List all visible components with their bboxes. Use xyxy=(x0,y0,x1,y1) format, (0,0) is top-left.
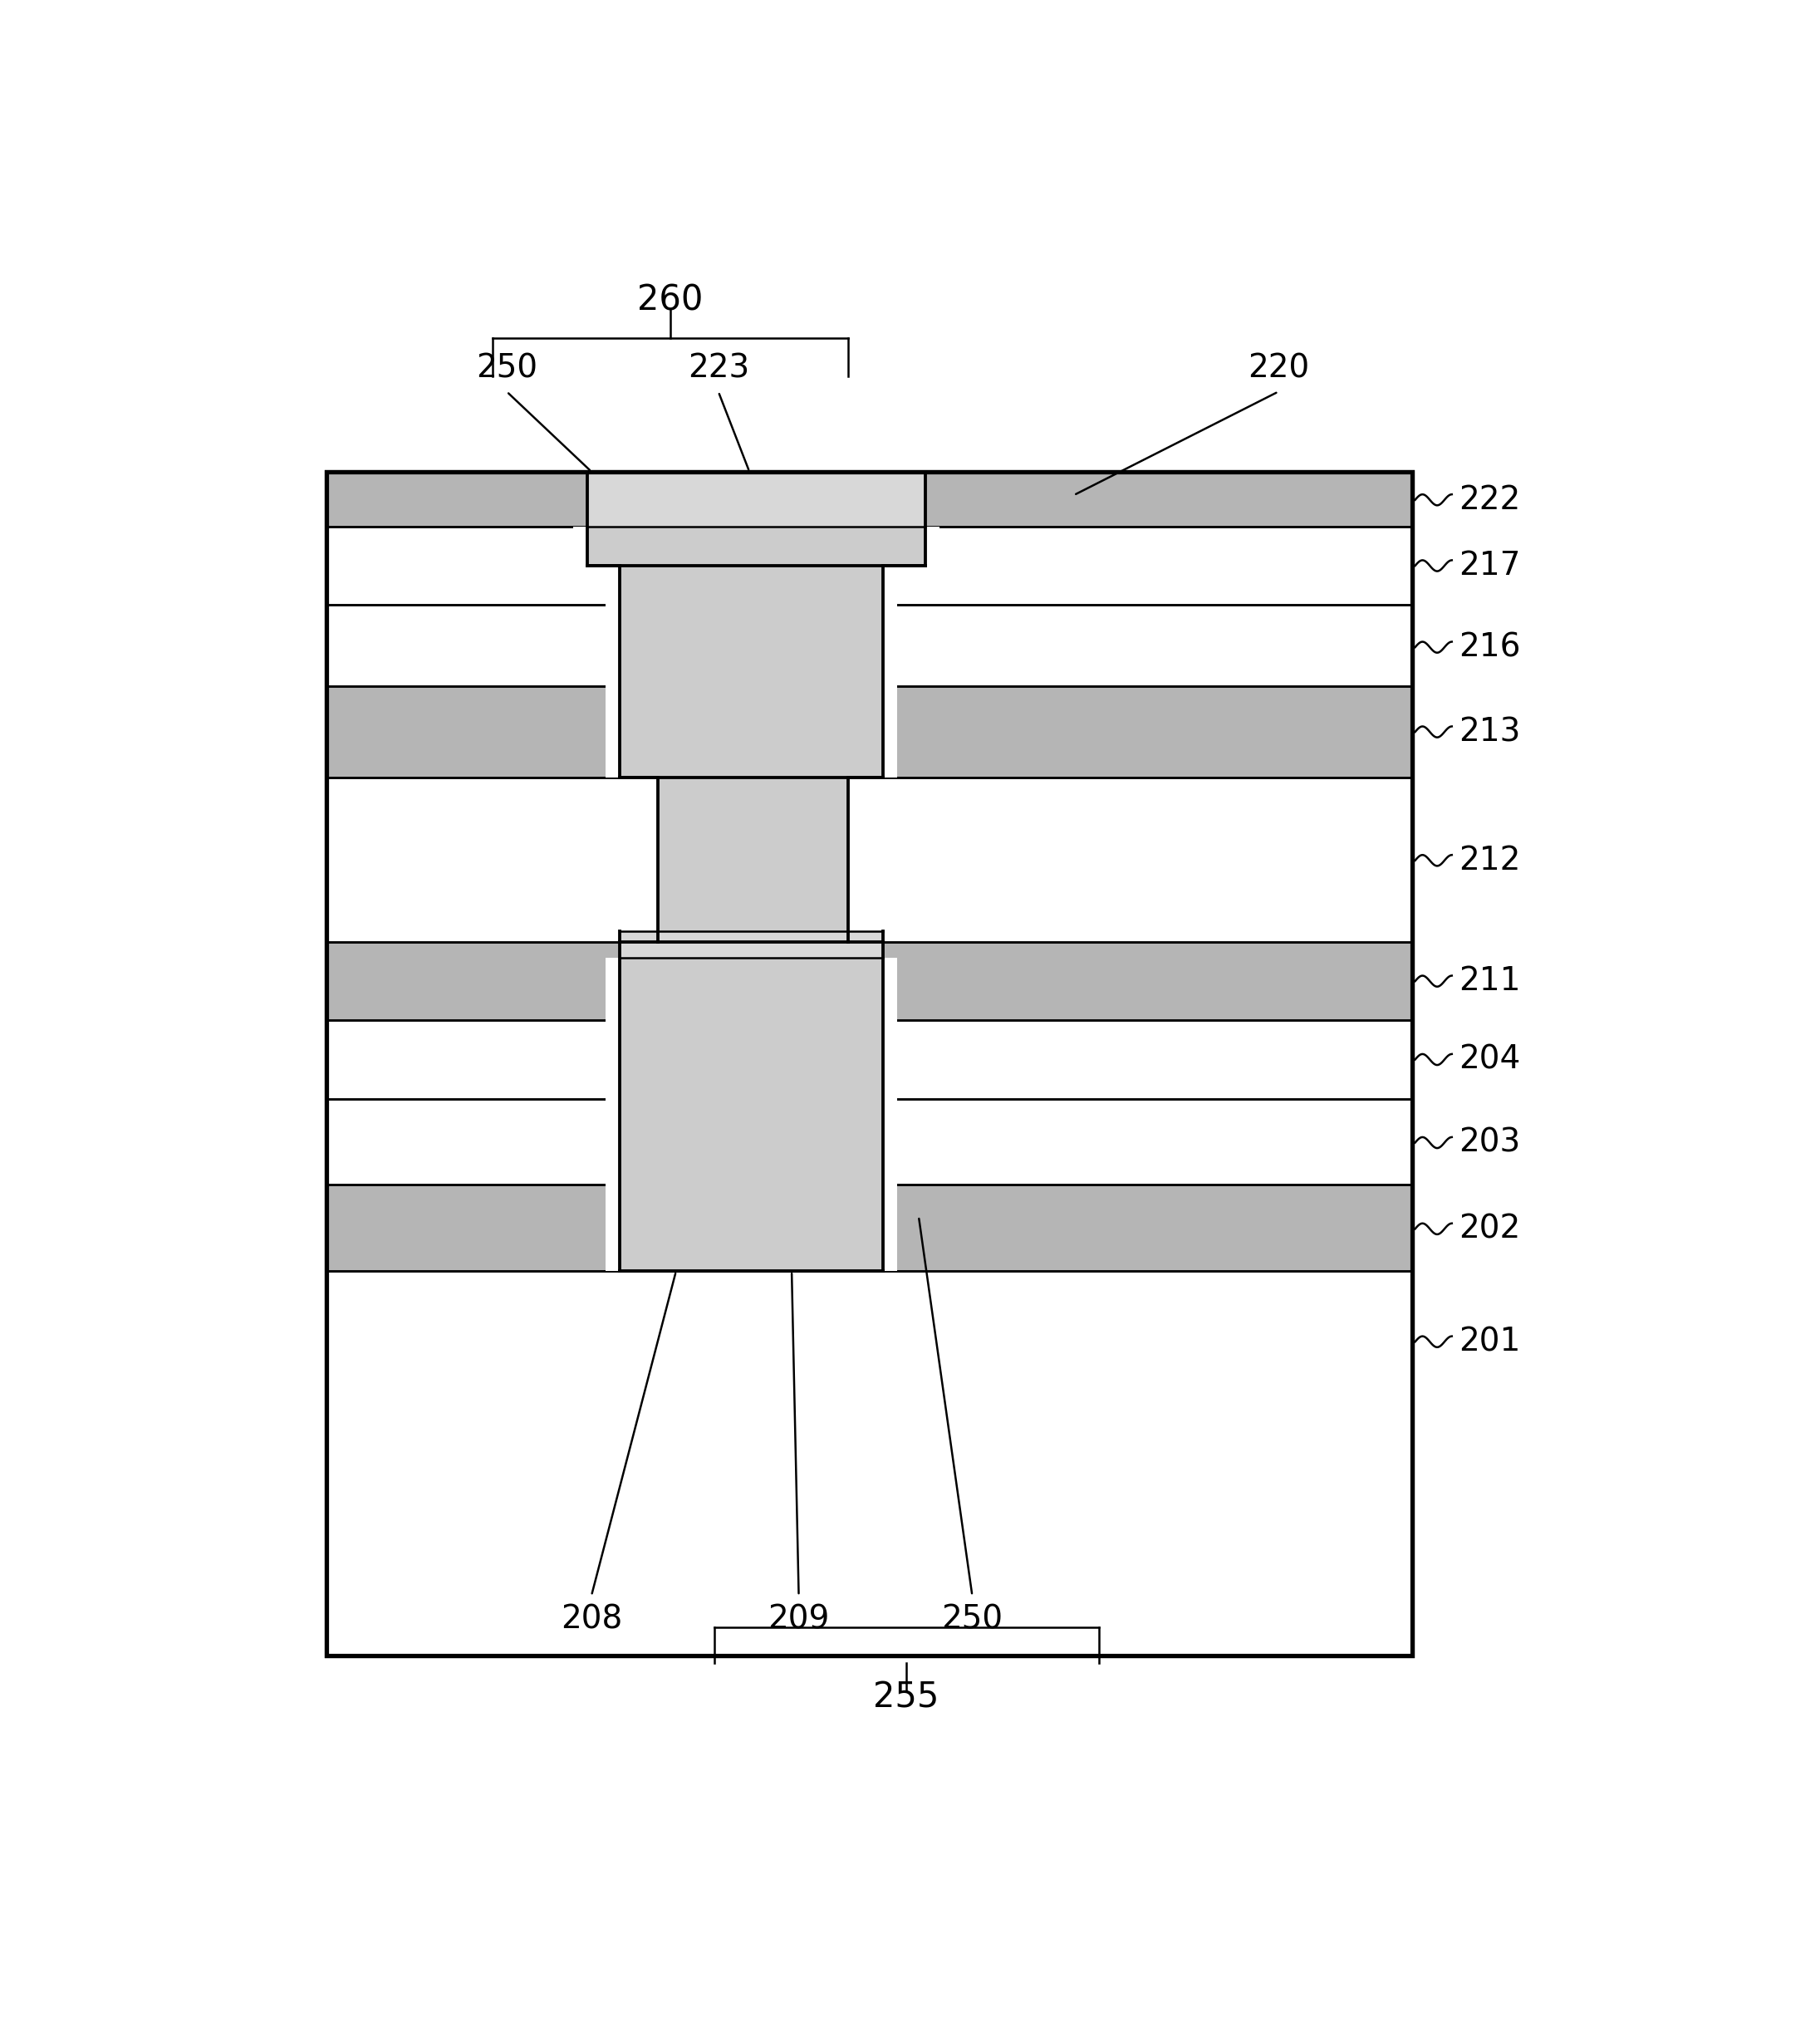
Bar xyxy=(619,566,883,778)
Text: 250: 250 xyxy=(941,1604,1003,1635)
Bar xyxy=(606,566,619,778)
Text: 213: 213 xyxy=(1460,717,1522,747)
Text: 212: 212 xyxy=(1460,845,1522,875)
Bar xyxy=(326,1020,1412,1099)
Bar xyxy=(588,472,926,527)
Text: 250: 250 xyxy=(477,352,537,385)
Text: 208: 208 xyxy=(561,1604,622,1635)
Text: 260: 260 xyxy=(637,283,703,318)
Text: 223: 223 xyxy=(688,352,750,385)
Bar xyxy=(573,527,588,566)
Bar xyxy=(619,930,883,957)
Text: 255: 255 xyxy=(874,1680,939,1714)
Bar xyxy=(326,605,1412,686)
Bar xyxy=(326,1099,1412,1185)
Bar xyxy=(326,472,1412,1655)
Bar xyxy=(926,527,939,566)
Text: 211: 211 xyxy=(1460,965,1522,998)
Bar xyxy=(848,778,863,943)
Text: 202: 202 xyxy=(1460,1213,1520,1244)
Text: 217: 217 xyxy=(1460,550,1522,582)
Bar xyxy=(883,957,897,1270)
Bar xyxy=(657,778,848,943)
Bar xyxy=(326,1270,1412,1655)
Bar xyxy=(326,686,1412,778)
Bar xyxy=(588,527,926,566)
Bar xyxy=(644,778,657,943)
Bar xyxy=(326,943,1412,1020)
Text: 216: 216 xyxy=(1460,631,1522,664)
Bar xyxy=(619,957,883,1270)
Text: 201: 201 xyxy=(1460,1325,1522,1358)
Bar xyxy=(326,527,1412,605)
Text: 204: 204 xyxy=(1460,1044,1520,1075)
Bar xyxy=(326,472,1412,527)
Bar xyxy=(326,1185,1412,1270)
Bar xyxy=(883,566,897,778)
Bar xyxy=(326,472,1412,1655)
Bar xyxy=(606,957,619,1270)
Text: 203: 203 xyxy=(1460,1126,1520,1158)
Bar xyxy=(326,778,1412,943)
Text: 220: 220 xyxy=(1247,352,1309,385)
Text: 209: 209 xyxy=(768,1604,830,1635)
Text: 222: 222 xyxy=(1460,485,1520,515)
